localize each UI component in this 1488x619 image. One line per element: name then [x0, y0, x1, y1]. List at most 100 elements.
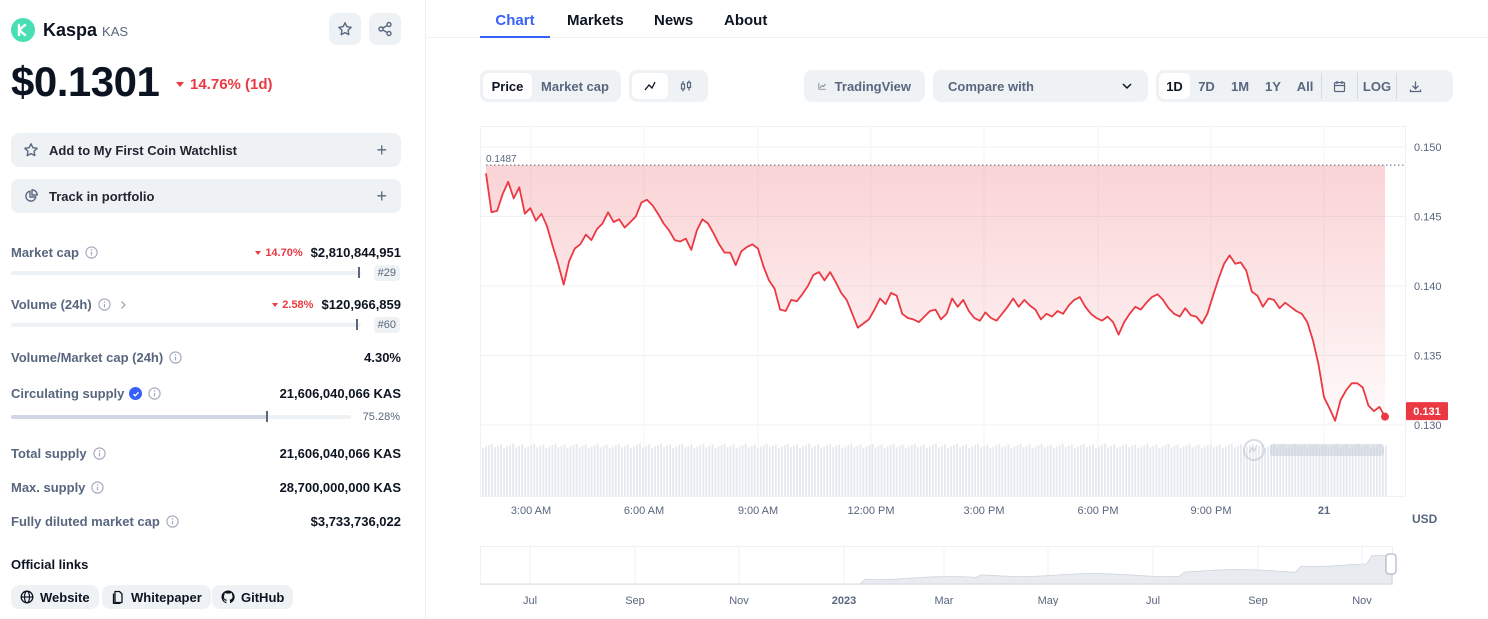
current-price-label: 0.131	[1413, 406, 1441, 418]
tab-markets[interactable]: Markets	[567, 12, 624, 29]
watchlist-star-button[interactable]	[329, 13, 361, 45]
info-icon[interactable]	[166, 515, 179, 528]
volume-bar	[651, 448, 653, 496]
download-button[interactable]	[1397, 73, 1433, 99]
volume-bar	[768, 447, 771, 496]
volume-bar	[509, 445, 511, 496]
volume-bar	[702, 443, 705, 496]
range-7d[interactable]: 7D	[1198, 78, 1215, 94]
volume-bar	[527, 446, 530, 496]
volume-bar	[847, 445, 850, 496]
range-navigator[interactable]: Jul Sep Nov 2023 Mar May Jul Sep Nov	[480, 546, 1405, 607]
volume-bar	[1345, 444, 1348, 496]
volume-bar	[581, 445, 584, 496]
website-link[interactable]: Website	[11, 585, 99, 609]
watchlist-label: Add to My First Coin Watchlist	[49, 142, 238, 158]
volume-bar	[1318, 447, 1321, 496]
market-cap-rank-bar	[11, 267, 361, 278]
info-icon[interactable]	[85, 246, 98, 259]
volume-bar	[578, 447, 581, 496]
volume-bar	[1261, 444, 1263, 496]
line-chart-button[interactable]	[632, 73, 668, 99]
volume-bar	[548, 446, 551, 496]
range-1m[interactable]: 1M	[1230, 78, 1250, 94]
circulating-supply-percent: 75.28%	[362, 411, 400, 423]
info-icon[interactable]	[169, 351, 182, 364]
price-toggle[interactable]: Price	[483, 73, 532, 99]
volume-bar	[808, 443, 810, 496]
volume-bar	[1116, 448, 1118, 496]
date-range-button[interactable]	[1321, 73, 1357, 99]
volume-bar	[1212, 447, 1215, 496]
volume-bar	[950, 446, 952, 496]
volume-bar	[1119, 446, 1122, 496]
market-cap-toggle[interactable]: Market cap	[541, 78, 609, 94]
volume-bar	[602, 445, 605, 496]
track-portfolio-button[interactable]: Track in portfolio +	[11, 179, 401, 213]
github-link[interactable]: GitHub	[212, 585, 294, 609]
coin-header: Kaspa KAS	[11, 16, 128, 44]
volume-bar	[1092, 444, 1094, 496]
info-icon[interactable]	[92, 447, 106, 460]
volume-bar	[533, 443, 536, 496]
range-all[interactable]: All	[1296, 78, 1314, 94]
log-scale-toggle[interactable]: LOG	[1357, 73, 1397, 99]
share-icon	[378, 21, 392, 37]
github-icon	[221, 590, 235, 604]
volume-bar	[1079, 445, 1082, 496]
volume-bar	[633, 446, 635, 496]
volume-bar	[941, 445, 943, 496]
volume-bar	[947, 448, 949, 496]
add-to-watchlist-button[interactable]: Add to My First Coin Watchlist +	[11, 133, 401, 167]
plus-icon: +	[376, 185, 387, 206]
navigator-tick-label: Mar	[935, 595, 954, 606]
chart-line-icon	[818, 82, 826, 90]
volume-bar	[1052, 448, 1055, 496]
volume-bar	[931, 445, 934, 496]
coin-symbol: KAS	[102, 24, 129, 39]
tab-about[interactable]: About	[724, 12, 768, 29]
market-cap-value-group: 14.70% $2,810,844,951	[255, 245, 401, 260]
volume-bar	[784, 445, 786, 496]
volume-bar	[913, 443, 916, 496]
caret-down-icon	[272, 302, 279, 307]
volume-bar	[678, 445, 681, 496]
info-icon[interactable]	[98, 298, 111, 311]
info-icon[interactable]	[148, 387, 162, 400]
price-mcap-toggle: Price Market cap	[480, 70, 621, 102]
volume-bar	[482, 448, 484, 496]
compare-with-dropdown[interactable]: Compare with	[933, 70, 1148, 102]
volume-bar	[1004, 445, 1007, 496]
volume-bar	[916, 447, 919, 496]
fully-diluted-value: $3,733,736,022	[310, 514, 401, 529]
price-chart[interactable]: 0.1487 0.150 0.145 0.140 0.135 0.130 3:00 AM 6…	[480, 126, 1488, 526]
tab-chart[interactable]: Chart	[480, 12, 550, 38]
volume-bar	[645, 445, 647, 496]
market-cap-label: Market cap	[11, 245, 98, 260]
candlestick-chart-button[interactable]	[668, 73, 704, 99]
range-1y[interactable]: 1Y	[1265, 78, 1281, 94]
volume-bar	[989, 448, 992, 496]
volume-bar	[1095, 448, 1097, 496]
volume-bar	[938, 447, 940, 496]
volume-bar	[617, 443, 620, 496]
chevron-right-icon[interactable]	[117, 299, 129, 311]
share-button[interactable]	[369, 13, 401, 45]
whitepaper-link[interactable]: Whitepaper	[102, 585, 211, 609]
tradingview-button[interactable]: TradingView	[804, 70, 925, 102]
tab-news[interactable]: News	[654, 12, 694, 29]
volume-bar	[1333, 445, 1336, 496]
volume-bar	[1381, 447, 1384, 496]
range-1d[interactable]: 1D	[1159, 73, 1190, 99]
volume-bar	[639, 443, 641, 496]
volume-bar	[1252, 443, 1254, 496]
volume-bar	[608, 448, 611, 496]
y-tick-label: 0.145	[1414, 212, 1442, 224]
volume-bar	[1010, 448, 1013, 496]
price-line	[485, 173, 1386, 422]
volume-bar	[714, 448, 717, 496]
chevron-down-icon	[1122, 83, 1132, 90]
volume-bar	[871, 443, 874, 496]
info-icon[interactable]	[91, 481, 105, 494]
rank-marker	[356, 319, 358, 330]
